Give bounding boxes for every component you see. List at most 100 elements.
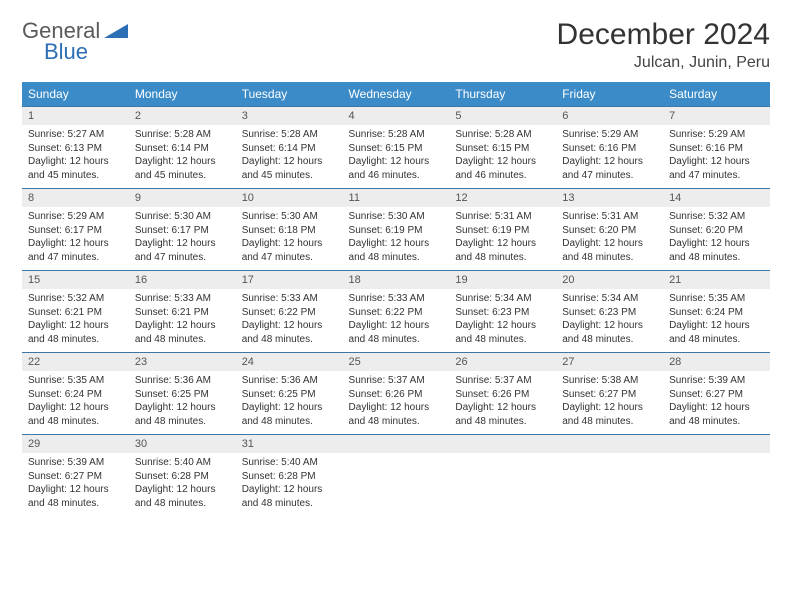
day-data: Sunrise: 5:35 AMSunset: 6:24 PMDaylight:…	[22, 371, 129, 434]
day-number: 5	[449, 107, 556, 125]
calendar-empty-cell	[663, 435, 770, 517]
day-data: Sunrise: 5:40 AMSunset: 6:28 PMDaylight:…	[236, 453, 343, 516]
calendar-day-cell: 12Sunrise: 5:31 AMSunset: 6:19 PMDayligh…	[449, 189, 556, 271]
calendar-day-cell: 19Sunrise: 5:34 AMSunset: 6:23 PMDayligh…	[449, 271, 556, 353]
calendar-day-cell: 7Sunrise: 5:29 AMSunset: 6:16 PMDaylight…	[663, 107, 770, 189]
calendar-day-cell: 3Sunrise: 5:28 AMSunset: 6:14 PMDaylight…	[236, 107, 343, 189]
day-number: 3	[236, 107, 343, 125]
calendar-header-row: SundayMondayTuesdayWednesdayThursdayFrid…	[22, 82, 770, 107]
weekday-header: Thursday	[449, 82, 556, 107]
calendar-empty-cell	[556, 435, 663, 517]
day-number: 4	[343, 107, 450, 125]
calendar-day-cell: 31Sunrise: 5:40 AMSunset: 6:28 PMDayligh…	[236, 435, 343, 517]
calendar-day-cell: 29Sunrise: 5:39 AMSunset: 6:27 PMDayligh…	[22, 435, 129, 517]
calendar-day-cell: 11Sunrise: 5:30 AMSunset: 6:19 PMDayligh…	[343, 189, 450, 271]
calendar-day-cell: 1Sunrise: 5:27 AMSunset: 6:13 PMDaylight…	[22, 107, 129, 189]
day-data: Sunrise: 5:31 AMSunset: 6:19 PMDaylight:…	[449, 207, 556, 270]
day-number: 29	[22, 435, 129, 453]
calendar-empty-cell	[343, 435, 450, 517]
day-data: Sunrise: 5:37 AMSunset: 6:26 PMDaylight:…	[449, 371, 556, 434]
day-data: Sunrise: 5:33 AMSunset: 6:22 PMDaylight:…	[343, 289, 450, 352]
day-number: 27	[556, 353, 663, 371]
day-number: 19	[449, 271, 556, 289]
day-number: 15	[22, 271, 129, 289]
month-title: December 2024	[557, 18, 770, 52]
calendar-day-cell: 24Sunrise: 5:36 AMSunset: 6:25 PMDayligh…	[236, 353, 343, 435]
calendar-day-cell: 4Sunrise: 5:28 AMSunset: 6:15 PMDaylight…	[343, 107, 450, 189]
calendar-day-cell: 21Sunrise: 5:35 AMSunset: 6:24 PMDayligh…	[663, 271, 770, 353]
day-data: Sunrise: 5:32 AMSunset: 6:21 PMDaylight:…	[22, 289, 129, 352]
weekday-header: Friday	[556, 82, 663, 107]
day-number: 2	[129, 107, 236, 125]
day-number: 22	[22, 353, 129, 371]
day-number: 25	[343, 353, 450, 371]
day-number: 9	[129, 189, 236, 207]
calendar-day-cell: 27Sunrise: 5:38 AMSunset: 6:27 PMDayligh…	[556, 353, 663, 435]
calendar-day-cell: 22Sunrise: 5:35 AMSunset: 6:24 PMDayligh…	[22, 353, 129, 435]
calendar-day-cell: 20Sunrise: 5:34 AMSunset: 6:23 PMDayligh…	[556, 271, 663, 353]
day-data: Sunrise: 5:29 AMSunset: 6:16 PMDaylight:…	[556, 125, 663, 188]
calendar-day-cell: 30Sunrise: 5:40 AMSunset: 6:28 PMDayligh…	[129, 435, 236, 517]
day-data: Sunrise: 5:32 AMSunset: 6:20 PMDaylight:…	[663, 207, 770, 270]
calendar-week-row: 1Sunrise: 5:27 AMSunset: 6:13 PMDaylight…	[22, 107, 770, 189]
calendar-day-cell: 5Sunrise: 5:28 AMSunset: 6:15 PMDaylight…	[449, 107, 556, 189]
day-number: 20	[556, 271, 663, 289]
weekday-header: Sunday	[22, 82, 129, 107]
day-number: 21	[663, 271, 770, 289]
day-number: 23	[129, 353, 236, 371]
day-number: 24	[236, 353, 343, 371]
day-number: 31	[236, 435, 343, 453]
calendar-day-cell: 2Sunrise: 5:28 AMSunset: 6:14 PMDaylight…	[129, 107, 236, 189]
day-number: 8	[22, 189, 129, 207]
day-data: Sunrise: 5:28 AMSunset: 6:14 PMDaylight:…	[236, 125, 343, 188]
logo: General Blue	[22, 18, 142, 66]
day-data: Sunrise: 5:30 AMSunset: 6:19 PMDaylight:…	[343, 207, 450, 270]
day-data: Sunrise: 5:35 AMSunset: 6:24 PMDaylight:…	[663, 289, 770, 352]
calendar-empty-cell	[449, 435, 556, 517]
calendar-day-cell: 23Sunrise: 5:36 AMSunset: 6:25 PMDayligh…	[129, 353, 236, 435]
day-data: Sunrise: 5:40 AMSunset: 6:28 PMDaylight:…	[129, 453, 236, 516]
day-data: Sunrise: 5:29 AMSunset: 6:17 PMDaylight:…	[22, 207, 129, 270]
day-data: Sunrise: 5:34 AMSunset: 6:23 PMDaylight:…	[449, 289, 556, 352]
calendar-week-row: 29Sunrise: 5:39 AMSunset: 6:27 PMDayligh…	[22, 435, 770, 517]
calendar-day-cell: 15Sunrise: 5:32 AMSunset: 6:21 PMDayligh…	[22, 271, 129, 353]
day-number: 30	[129, 435, 236, 453]
day-number: 26	[449, 353, 556, 371]
day-data: Sunrise: 5:36 AMSunset: 6:25 PMDaylight:…	[236, 371, 343, 434]
calendar-day-cell: 25Sunrise: 5:37 AMSunset: 6:26 PMDayligh…	[343, 353, 450, 435]
day-data: Sunrise: 5:34 AMSunset: 6:23 PMDaylight:…	[556, 289, 663, 352]
day-number: 13	[556, 189, 663, 207]
day-data: Sunrise: 5:31 AMSunset: 6:20 PMDaylight:…	[556, 207, 663, 270]
calendar-day-cell: 18Sunrise: 5:33 AMSunset: 6:22 PMDayligh…	[343, 271, 450, 353]
day-number: 7	[663, 107, 770, 125]
calendar-day-cell: 10Sunrise: 5:30 AMSunset: 6:18 PMDayligh…	[236, 189, 343, 271]
calendar-week-row: 8Sunrise: 5:29 AMSunset: 6:17 PMDaylight…	[22, 189, 770, 271]
logo-triangle-icon	[104, 22, 130, 40]
day-number: 10	[236, 189, 343, 207]
day-data: Sunrise: 5:30 AMSunset: 6:17 PMDaylight:…	[129, 207, 236, 270]
calendar-table: SundayMondayTuesdayWednesdayThursdayFrid…	[22, 82, 770, 516]
day-data: Sunrise: 5:27 AMSunset: 6:13 PMDaylight:…	[22, 125, 129, 188]
calendar-day-cell: 14Sunrise: 5:32 AMSunset: 6:20 PMDayligh…	[663, 189, 770, 271]
day-data: Sunrise: 5:36 AMSunset: 6:25 PMDaylight:…	[129, 371, 236, 434]
calendar-day-cell: 17Sunrise: 5:33 AMSunset: 6:22 PMDayligh…	[236, 271, 343, 353]
day-data: Sunrise: 5:29 AMSunset: 6:16 PMDaylight:…	[663, 125, 770, 188]
day-data: Sunrise: 5:38 AMSunset: 6:27 PMDaylight:…	[556, 371, 663, 434]
calendar-day-cell: 6Sunrise: 5:29 AMSunset: 6:16 PMDaylight…	[556, 107, 663, 189]
day-number: 18	[343, 271, 450, 289]
calendar-day-cell: 9Sunrise: 5:30 AMSunset: 6:17 PMDaylight…	[129, 189, 236, 271]
day-number: 17	[236, 271, 343, 289]
weekday-header: Wednesday	[343, 82, 450, 107]
day-number: 6	[556, 107, 663, 125]
day-number: 16	[129, 271, 236, 289]
calendar-day-cell: 13Sunrise: 5:31 AMSunset: 6:20 PMDayligh…	[556, 189, 663, 271]
calendar-day-cell: 26Sunrise: 5:37 AMSunset: 6:26 PMDayligh…	[449, 353, 556, 435]
day-data: Sunrise: 5:30 AMSunset: 6:18 PMDaylight:…	[236, 207, 343, 270]
day-data: Sunrise: 5:33 AMSunset: 6:22 PMDaylight:…	[236, 289, 343, 352]
day-number: 14	[663, 189, 770, 207]
day-data: Sunrise: 5:33 AMSunset: 6:21 PMDaylight:…	[129, 289, 236, 352]
calendar-week-row: 15Sunrise: 5:32 AMSunset: 6:21 PMDayligh…	[22, 271, 770, 353]
day-number: 1	[22, 107, 129, 125]
day-number: 11	[343, 189, 450, 207]
day-data: Sunrise: 5:39 AMSunset: 6:27 PMDaylight:…	[22, 453, 129, 516]
